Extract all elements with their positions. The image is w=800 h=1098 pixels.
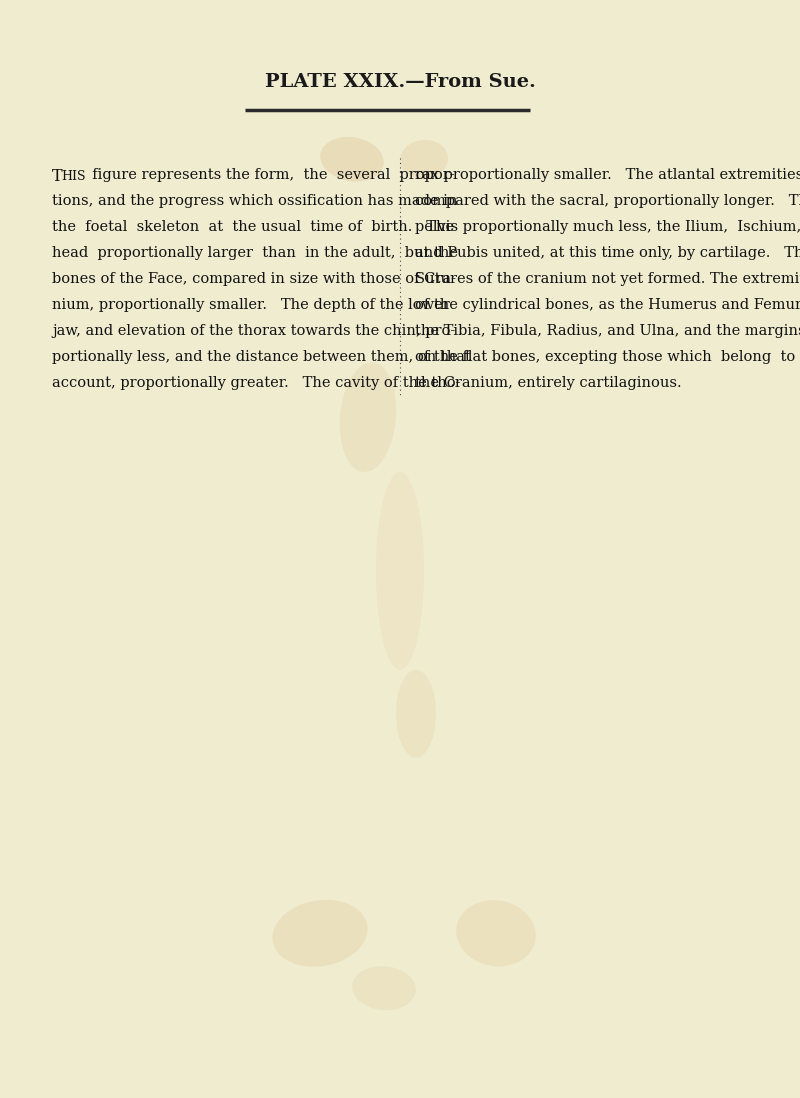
Text: the Tibia, Fibula, Radius, and Ulna, and the margins: the Tibia, Fibula, Radius, and Ulna, and… [415,324,800,338]
Text: and Pubis united, at this time only, by cartilage.   The: and Pubis united, at this time only, by … [415,246,800,260]
Text: pelvis proportionally much less, the Ilium,  Ischium,: pelvis proportionally much less, the Ili… [415,220,800,234]
Text: PLATE XXIX.—From Sue.: PLATE XXIX.—From Sue. [265,72,535,91]
Text: nium, proportionally smaller.   The depth of the lower: nium, proportionally smaller. The depth … [52,298,450,312]
Text: account, proportionally greater.   The cavity of the tho-: account, proportionally greater. The cav… [52,376,461,390]
Ellipse shape [340,362,396,472]
Ellipse shape [272,899,368,967]
Text: jaw, and elevation of the thorax towards the chin, pro-: jaw, and elevation of the thorax towards… [52,324,455,338]
Text: rax proportionally smaller.   The atlantal extremities,: rax proportionally smaller. The atlantal… [415,168,800,182]
Text: the Cranium, entirely cartilaginous.: the Cranium, entirely cartilaginous. [415,376,682,390]
Text: of the flat bones, excepting those which  belong  to: of the flat bones, excepting those which… [415,350,795,365]
Text: HIS: HIS [61,169,86,182]
Ellipse shape [396,670,436,758]
Text: of the cylindrical bones, as the Humerus and Femur,: of the cylindrical bones, as the Humerus… [415,298,800,312]
Text: tions, and the progress which ossification has made in: tions, and the progress which ossificati… [52,194,458,208]
Ellipse shape [400,139,448,179]
Text: bones of the Face, compared in size with those of Cra-: bones of the Face, compared in size with… [52,272,456,285]
Text: compared with the sacral, proportionally longer.   The: compared with the sacral, proportionally… [415,194,800,208]
Text: head  proportionally larger  than  in the adult,  but the: head proportionally larger than in the a… [52,246,458,260]
Text: T: T [52,168,62,184]
Ellipse shape [376,472,424,670]
Ellipse shape [352,966,416,1010]
Ellipse shape [320,137,384,181]
Text: portionally less, and the distance between them, on that: portionally less, and the distance betwe… [52,350,471,365]
Text: Sutures of the cranium not yet formed. The extremities: Sutures of the cranium not yet formed. T… [415,272,800,285]
Text: figure represents the form,  the  several  propor-: figure represents the form, the several … [83,168,454,182]
Text: the  foetal  skeleton  at  the usual  time of  birth.   The: the foetal skeleton at the usual time of… [52,220,454,234]
Ellipse shape [456,900,536,966]
